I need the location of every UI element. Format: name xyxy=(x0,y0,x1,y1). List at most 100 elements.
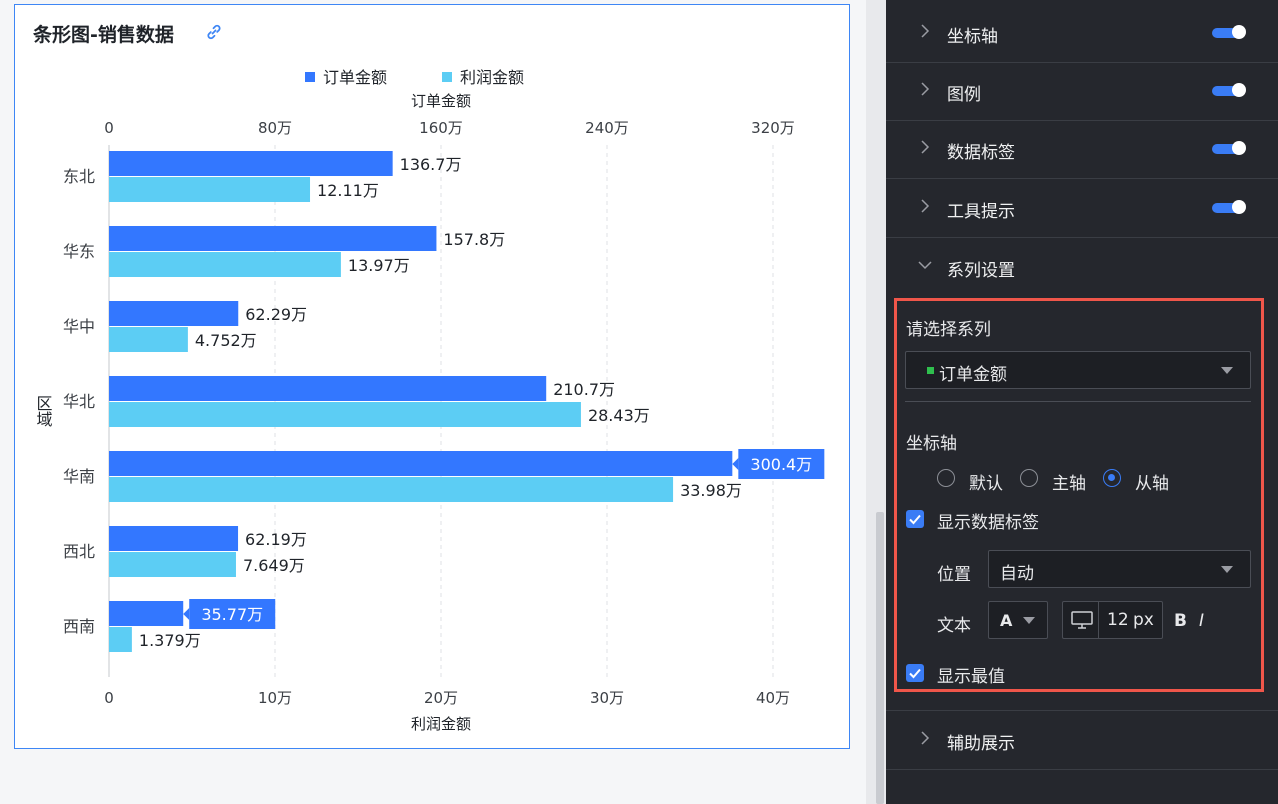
chart-card: 条形图-销售数据 订单金额 利润金额 0 80万 160万 240万 320万 0 10万 2… xyxy=(14,4,850,749)
section-legend[interactable]: 图例 xyxy=(886,62,1278,121)
data-labels-toggle[interactable] xyxy=(1212,141,1246,155)
category-label: 西南 xyxy=(63,617,95,636)
bar xyxy=(109,252,341,277)
data-label: 157.8万 xyxy=(443,230,505,249)
category-label: 华东 xyxy=(63,242,95,261)
position-select[interactable]: 自动 xyxy=(988,550,1251,588)
bottom-tick-label: 30万 xyxy=(590,689,624,707)
chevron-right-icon xyxy=(921,731,930,745)
section-axis[interactable]: 坐标轴 xyxy=(886,4,1278,63)
bold-button[interactable]: B xyxy=(1174,611,1187,631)
font-color-select[interactable]: A xyxy=(988,601,1048,639)
show-data-labels-checkbox[interactable] xyxy=(906,510,924,528)
caret-down-icon xyxy=(1221,566,1233,573)
toggle-knob xyxy=(1232,83,1246,97)
legend-toggle[interactable] xyxy=(1212,83,1246,97)
bar xyxy=(109,552,236,577)
legend-swatch xyxy=(305,72,315,82)
bar xyxy=(109,451,733,476)
link-icon[interactable] xyxy=(205,23,223,41)
font-size-input[interactable]: 12 px xyxy=(1062,601,1163,639)
category-label: 东北 xyxy=(63,167,95,186)
font-color-glyph: A xyxy=(1000,611,1013,630)
divider xyxy=(905,401,1251,402)
toggle-knob xyxy=(1232,141,1246,155)
choose-series-label: 请选择系列 xyxy=(906,320,991,340)
section-label: 数据标签 xyxy=(947,143,1015,163)
font-size-unit: px xyxy=(1133,610,1154,630)
data-label: 7.649万 xyxy=(243,556,305,575)
data-label: 62.19万 xyxy=(245,530,307,549)
bottom-tick-label: 40万 xyxy=(756,689,790,707)
series-select-value: 订单金额 xyxy=(939,365,1007,385)
axis-group-label: 坐标轴 xyxy=(906,434,957,454)
data-label: 210.7万 xyxy=(553,380,615,399)
legend-item-profit[interactable]: 利润金额 xyxy=(442,64,524,88)
legend-swatch xyxy=(442,72,452,82)
radio-primary-axis[interactable] xyxy=(1020,469,1038,487)
legend-label: 订单金额 xyxy=(323,68,388,87)
section-auxiliary-display[interactable]: 辅助展示 xyxy=(886,710,1278,770)
data-label: 28.43万 xyxy=(588,406,650,425)
bar xyxy=(109,226,437,251)
chevron-right-icon xyxy=(921,199,930,213)
category-label: 华中 xyxy=(63,317,95,336)
legend-item-orders[interactable]: 订单金额 xyxy=(305,64,387,88)
section-label: 系列设置 xyxy=(947,261,1015,281)
settings-panel: 坐标轴 图例 数据标签 工具提示 系列设置 请选择系列 订单金额 坐标轴 默认 … xyxy=(886,0,1278,804)
chevron-right-icon xyxy=(921,24,930,38)
font-size-value: 12 xyxy=(1107,610,1129,630)
bar xyxy=(109,327,188,352)
scrollbar-thumb[interactable] xyxy=(876,512,884,804)
category-label: 华北 xyxy=(63,392,95,411)
radio-secondary-axis[interactable] xyxy=(1103,469,1121,487)
check-icon xyxy=(909,668,921,679)
bar xyxy=(109,526,239,551)
italic-button[interactable]: I xyxy=(1199,611,1205,631)
bottom-tick-label: 10万 xyxy=(258,689,292,707)
section-label: 工具提示 xyxy=(947,202,1015,222)
bar xyxy=(109,151,393,176)
bar xyxy=(109,402,581,427)
chevron-right-icon xyxy=(921,140,930,154)
data-label: 12.11万 xyxy=(317,181,379,200)
toggle-knob xyxy=(1232,25,1246,39)
text-label: 文本 xyxy=(937,616,971,636)
top-axis-title: 订单金额 xyxy=(411,92,471,110)
bar xyxy=(109,477,674,502)
show-extremes-label: 显示最值 xyxy=(937,667,1005,687)
highlight-data-label: 300.4万 xyxy=(750,455,812,474)
radio-default[interactable] xyxy=(937,469,955,487)
label-pointer xyxy=(732,458,739,470)
tooltip-toggle[interactable] xyxy=(1212,200,1246,214)
top-tick-label: 80万 xyxy=(258,119,292,137)
radio-label: 默认 xyxy=(969,474,1003,494)
section-data-labels[interactable]: 数据标签 xyxy=(886,120,1278,179)
position-select-value: 自动 xyxy=(1000,564,1034,584)
data-label: 1.379万 xyxy=(139,631,201,650)
show-data-labels-label: 显示数据标签 xyxy=(937,513,1039,533)
legend-label: 利润金额 xyxy=(460,68,525,87)
category-label: 华南 xyxy=(63,467,95,486)
axis-toggle[interactable] xyxy=(1212,25,1246,39)
radio-label: 从轴 xyxy=(1135,474,1169,494)
bar xyxy=(109,177,311,202)
section-tooltip[interactable]: 工具提示 xyxy=(886,179,1278,238)
top-tick-label: 320万 xyxy=(751,119,795,137)
bar xyxy=(109,627,132,652)
y-axis-title: 区域 xyxy=(34,395,53,427)
chart-title: 条形图-销售数据 xyxy=(33,24,174,46)
check-icon xyxy=(909,514,921,525)
data-label: 136.7万 xyxy=(400,155,462,174)
toggle-knob xyxy=(1232,200,1246,214)
position-label: 位置 xyxy=(937,565,971,585)
series-select[interactable]: 订单金额 xyxy=(905,351,1251,389)
show-extremes-checkbox[interactable] xyxy=(906,664,924,682)
bar xyxy=(109,301,239,326)
section-series-settings[interactable]: 系列设置 xyxy=(886,238,1278,296)
data-label: 33.98万 xyxy=(680,481,742,500)
input-divider xyxy=(1098,602,1099,638)
caret-down-icon xyxy=(1023,617,1035,624)
data-label: 4.752万 xyxy=(195,331,257,350)
chevron-right-icon xyxy=(921,82,930,96)
